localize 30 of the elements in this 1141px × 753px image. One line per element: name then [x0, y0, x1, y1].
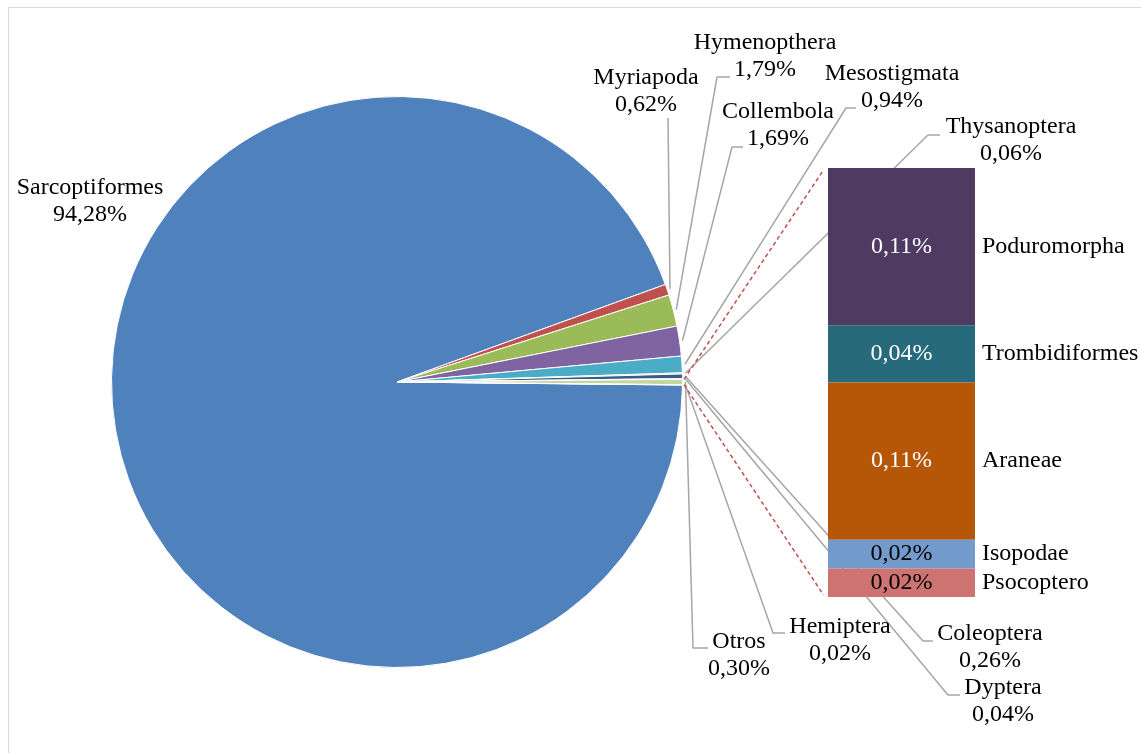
slice-label: Hymenopthera	[693, 28, 837, 55]
slice-label: Dyptera	[964, 673, 1042, 700]
data-label: 0,26%	[959, 646, 1021, 673]
data-label: 0,04%	[972, 700, 1034, 727]
data-label: 1,69%	[747, 124, 809, 151]
series-label: Psocoptero	[982, 568, 1089, 594]
data-label: 0,06%	[980, 139, 1042, 166]
slice-label: Myriapoda	[593, 63, 699, 90]
data-label: 0,02%	[809, 639, 871, 666]
data-label: 0,11%	[870, 446, 933, 473]
data-label: 0,11%	[870, 231, 933, 258]
data-label: 1,79%	[734, 55, 796, 82]
series-label: Isopodae	[982, 539, 1069, 566]
slice-label: Hemiptera	[789, 612, 891, 639]
data-label: 0,94%	[861, 86, 923, 113]
data-label: 0,30%	[708, 654, 770, 681]
data-label: 94,28%	[53, 200, 127, 227]
slice-label: Mesostigmata	[824, 59, 960, 86]
series-label: Araneae	[982, 446, 1062, 473]
slice-label: Otros	[712, 627, 766, 654]
data-label: 0,62%	[615, 90, 677, 117]
slice-label: Thysanoptera	[945, 112, 1077, 139]
slice-label: Sarcoptiformes	[16, 173, 164, 200]
series-label: Trombidiformes	[982, 339, 1139, 366]
slice-label: Collembola	[722, 97, 835, 124]
data-label: 0,02%	[870, 568, 933, 594]
data-label: 0,02%	[870, 539, 933, 566]
slice-label: Coleoptera	[937, 619, 1043, 646]
series-label: Poduromorpha	[982, 231, 1125, 258]
data-label: 0,04%	[870, 339, 933, 366]
